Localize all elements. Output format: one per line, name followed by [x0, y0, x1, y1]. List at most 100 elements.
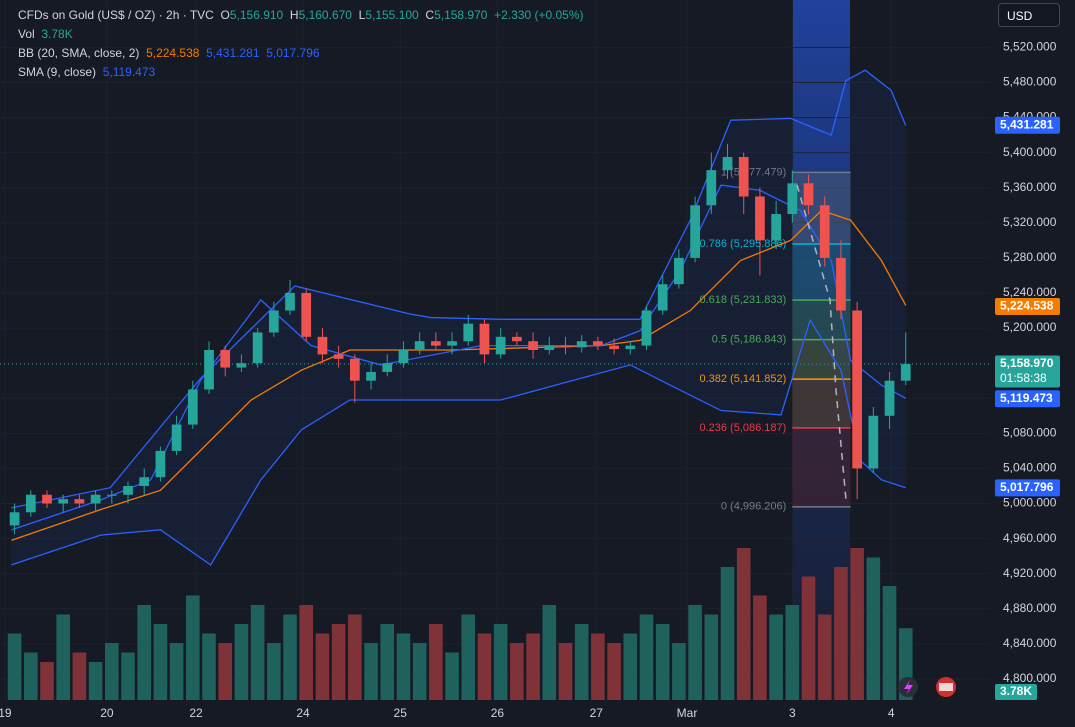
volume-bar	[558, 643, 573, 700]
ohlc-value: 5,160.670	[298, 8, 352, 22]
candle-body	[560, 345, 571, 348]
candle-body	[787, 183, 798, 215]
candle-body	[285, 292, 295, 311]
volume-bar	[882, 586, 897, 700]
candle-body	[852, 310, 862, 469]
volume-bar	[396, 633, 411, 700]
y-tick-label: 5,360.000	[1003, 180, 1057, 194]
volume-bar	[72, 652, 87, 700]
candle-body	[674, 257, 684, 285]
volume-bar	[493, 624, 508, 700]
volume-bar	[331, 624, 346, 700]
vol-row: Vol 3.78K	[18, 25, 584, 44]
volume-bar	[785, 605, 800, 700]
candle-body	[349, 358, 360, 381]
ohlc-key: C	[425, 8, 435, 22]
volume-bar	[40, 662, 54, 700]
volume-bar	[526, 633, 540, 700]
volume-bar	[623, 633, 638, 700]
x-tick-label: 20	[100, 706, 114, 720]
lightning	[904, 680, 913, 695]
candle-body	[609, 345, 619, 350]
price-tag-label: 5,431.281	[1000, 117, 1054, 131]
volume-bar	[104, 643, 119, 700]
y-tick-label: 5,320.000	[1003, 215, 1057, 229]
bb-fill	[11, 70, 906, 565]
fib-label: 0.786 (5,295.886)	[699, 238, 786, 250]
y-tick-label: 4,920.000	[1003, 566, 1057, 580]
volume-bar	[186, 595, 200, 700]
volume-bar	[461, 614, 476, 700]
volume-bar	[429, 624, 443, 700]
volume-bar	[736, 548, 751, 700]
candle-body	[512, 336, 522, 342]
fib-band	[792, 427, 851, 507]
volume-bar	[445, 652, 459, 700]
volume-bar	[412, 643, 427, 700]
bb-upper-line	[11, 69, 907, 509]
candle-body	[495, 336, 506, 355]
vol-value: 3.78K	[41, 27, 73, 41]
candle-body	[301, 292, 312, 337]
candle-body	[236, 363, 247, 368]
fib-label: 0.618 (5,231.833)	[699, 294, 786, 306]
x-tick-label: 26	[491, 706, 505, 720]
y-tick-label: 4,800.000	[1003, 671, 1057, 685]
volume-bar	[639, 614, 654, 700]
y-tick-label: 4,880.000	[1003, 601, 1057, 615]
volume-bar	[169, 643, 184, 700]
fib-label: 0 (4,996.206)	[721, 501, 786, 513]
volume-bar	[704, 614, 719, 700]
y-tick-label: 5,280.000	[1003, 250, 1057, 264]
bb-value: 5,224.538	[146, 46, 200, 60]
candle-body	[641, 310, 652, 346]
price-tag	[995, 390, 1060, 408]
volume-bar	[380, 624, 395, 700]
y-tick-label: 5,400.000	[1003, 145, 1057, 159]
volume-bar	[720, 567, 735, 700]
candle-body	[755, 196, 765, 241]
candle-body	[771, 214, 781, 241]
volume-bar	[542, 605, 557, 700]
x-tick-label: 24	[296, 706, 310, 720]
x-tick-label: 3	[789, 706, 796, 720]
sma-label: SMA (9, close)	[18, 65, 97, 79]
ohlc-key: H	[289, 8, 299, 22]
candle-body	[9, 512, 20, 526]
volume-bar	[850, 548, 864, 700]
candle-body	[593, 341, 603, 346]
candle-body	[187, 389, 198, 425]
candle-body	[528, 341, 538, 350]
candle-body	[382, 363, 393, 372]
candle-body	[430, 341, 441, 346]
volume-bar	[315, 633, 330, 700]
candle-body	[625, 345, 636, 350]
y-tick-label: 5,080.000	[1003, 426, 1057, 440]
volume-bar	[574, 624, 589, 700]
volume-bar	[121, 652, 135, 700]
currency-button[interactable]: USD	[998, 3, 1060, 27]
y-tick-label: 5,240.000	[1003, 285, 1057, 299]
volume-bar	[23, 652, 38, 700]
bb-lower-line	[11, 318, 906, 566]
candle-body	[706, 170, 717, 206]
vol-label: Vol	[18, 27, 35, 41]
x-tick-label: 27	[590, 706, 604, 720]
y-tick-label: 4,840.000	[1003, 636, 1057, 650]
volume-bar	[655, 624, 670, 700]
candle-body	[25, 494, 36, 513]
volume-bar	[299, 605, 314, 700]
y-tick-label: 5,000.000	[1003, 496, 1057, 510]
candle-body	[252, 332, 263, 364]
fib-label: 0.382 (5,141.852)	[699, 373, 786, 385]
candle-body	[868, 415, 879, 469]
volume-bar	[607, 643, 621, 700]
y-tick-label: 5,200.000	[1003, 320, 1057, 334]
x-tick-label: 22	[189, 706, 203, 720]
candle-body	[317, 336, 328, 355]
bb-value: 5,431.281	[206, 46, 260, 60]
x-tick-label: 4	[888, 706, 895, 720]
candle-body	[204, 350, 214, 390]
